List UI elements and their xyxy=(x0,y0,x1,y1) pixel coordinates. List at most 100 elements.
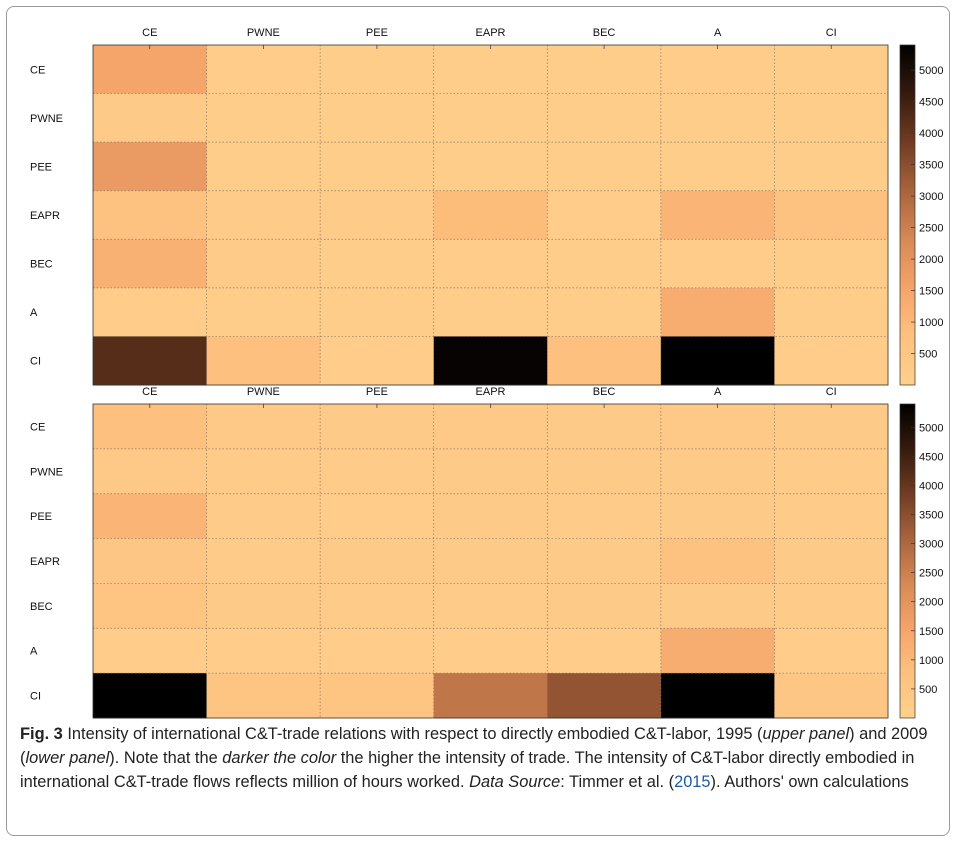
x-tick-label: PWNE xyxy=(247,27,280,39)
heatmap-cell-bec-ci xyxy=(774,583,889,629)
colorbar-tick-label: 500 xyxy=(919,684,937,696)
heatmap-cell-eapr-a xyxy=(660,190,775,240)
heatmap-cell-eapr-pee xyxy=(320,190,435,240)
x-tick-label: PEE xyxy=(366,27,388,39)
colorbar-tick-label: 1000 xyxy=(919,317,943,329)
heatmap-cell-bec-ce xyxy=(93,239,208,289)
heatmap-cell-eapr-ce xyxy=(93,190,208,240)
heatmap-cell-pwne-ci xyxy=(774,448,889,495)
heatmap-cell-a-bec xyxy=(547,628,662,674)
heatmap-cell-ci-ci xyxy=(774,673,889,719)
heatmap-cell-eapr-pwne xyxy=(206,538,321,584)
y-tick-label: CE xyxy=(30,64,45,76)
heatmap-cell-bec-ce xyxy=(93,583,208,629)
x-tick-label: CI xyxy=(826,386,837,398)
colorbar xyxy=(899,403,916,719)
x-tick-label: PEE xyxy=(366,386,388,398)
x-tick-label: A xyxy=(714,386,722,398)
heatmap-cell-ci-bec xyxy=(547,336,662,386)
heatmap-cell-pwne-eapr xyxy=(433,448,548,495)
heatmap-cell-eapr-bec xyxy=(547,190,662,240)
heatmap-cell-ce-pwne xyxy=(206,404,321,450)
y-tick-label: EAPR xyxy=(30,556,60,568)
heatmap-cell-ci-bec xyxy=(547,673,662,719)
colorbar-tick-label: 3000 xyxy=(919,191,943,203)
heatmap-cell-pee-pwne xyxy=(206,493,321,540)
x-tick-label: CI xyxy=(826,27,837,39)
heatmap-cell-ce-ci xyxy=(774,45,889,95)
heatmap-cell-eapr-ce xyxy=(93,538,208,584)
heatmap-cell-pwne-ce xyxy=(93,93,208,143)
colorbar-tick-label: 3500 xyxy=(919,509,943,521)
y-tick-label: EAPR xyxy=(30,210,60,222)
heatmap-cell-a-pwne xyxy=(206,287,321,337)
y-tick-label: PWNE xyxy=(30,113,63,125)
colorbar-tick-label: 4000 xyxy=(919,128,943,140)
heatmap-cell-ce-ce xyxy=(93,404,208,450)
x-tick-label: EAPR xyxy=(476,386,506,398)
caption-text-3: ). Note that the xyxy=(109,749,223,767)
heatmap-cell-ci-eapr xyxy=(433,673,548,719)
heatmap-cell-eapr-pee xyxy=(320,538,435,584)
heatmap-cell-pee-pee xyxy=(320,493,435,540)
colorbar-tick-label: 4500 xyxy=(919,97,943,109)
heatmap-cell-a-pee xyxy=(320,287,435,337)
heatmap-cell-pwne-ce xyxy=(93,448,208,495)
heatmap-cell-pee-ce xyxy=(93,142,208,192)
heatmap-cell-bec-pee xyxy=(320,583,435,629)
heatmap-cell-ci-eapr xyxy=(433,336,548,386)
heatmap-cell-ci-ce xyxy=(93,673,208,719)
heatmap-cell-pwne-pee xyxy=(320,448,435,495)
colorbar-tick-label: 500 xyxy=(919,349,937,361)
x-tick-label: A xyxy=(714,27,722,39)
colorbar-tick-label: 1000 xyxy=(919,655,943,667)
heatmap-cell-ce-eapr xyxy=(433,45,548,95)
colorbar-tick-label: 3000 xyxy=(919,539,943,551)
x-tick-label: BEC xyxy=(593,27,616,39)
heatmap-cell-a-ci xyxy=(774,628,889,674)
heatmap-cell-ce-eapr xyxy=(433,404,548,450)
heatmap-cell-ci-pwne xyxy=(206,673,321,719)
heatmap-cell-a-eapr xyxy=(433,628,548,674)
heatmap-cell-bec-pwne xyxy=(206,239,321,289)
heatmap-cell-a-pee xyxy=(320,628,435,674)
heatmap-cell-a-ce xyxy=(93,287,208,337)
heatmap-cell-pee-a xyxy=(660,493,775,540)
caption-italic-darker: darker the color xyxy=(222,749,337,767)
heatmap-cell-pee-bec xyxy=(547,142,662,192)
reference-link[interactable]: 2015 xyxy=(674,773,711,791)
colorbar-tick-label: 5000 xyxy=(919,65,943,77)
heatmap-cell-a-eapr xyxy=(433,287,548,337)
heatmap-cell-pwne-pwne xyxy=(206,93,321,143)
heatmap-cell-pee-ci xyxy=(774,493,889,540)
heatmap-cell-a-a xyxy=(660,628,775,674)
heatmap-cell-pee-a xyxy=(660,142,775,192)
caption-text-4: the higher the intensity of trade. The i… xyxy=(20,749,915,791)
y-tick-label: A xyxy=(30,307,38,319)
heatmap-cell-a-ce xyxy=(93,628,208,674)
heatmap-cell-bec-eapr xyxy=(433,239,548,289)
caption-italic-upper-panel: upper panel xyxy=(762,725,850,743)
colorbar xyxy=(899,44,916,386)
caption-text-1: Intensity of international C&T-trade rel… xyxy=(62,725,763,743)
heatmap-cell-eapr-eapr xyxy=(433,538,548,584)
heatmap-cell-a-ci xyxy=(774,287,889,337)
heatmap-cell-pwne-ci xyxy=(774,93,889,143)
colorbar-tick-label: 3500 xyxy=(919,160,943,172)
heatmap-cell-pee-eapr xyxy=(433,493,548,540)
colorbar-tick-label: 5000 xyxy=(919,422,943,434)
y-tick-label: A xyxy=(30,646,38,658)
heatmap-cell-ce-pwne xyxy=(206,45,321,95)
heatmap-cell-eapr-eapr xyxy=(433,190,548,240)
figure-label: Fig. 3 xyxy=(20,725,63,743)
figure-caption: Fig. 3 Intensity of international C&T-tr… xyxy=(20,722,940,794)
heatmap-cell-bec-bec xyxy=(547,239,662,289)
heatmap-cell-pee-ce xyxy=(93,493,208,540)
heatmap-cell-ci-pee xyxy=(320,336,435,386)
figure-frame xyxy=(6,6,950,836)
heatmap-cell-ce-pee xyxy=(320,45,435,95)
heatmap-cell-bec-a xyxy=(660,583,775,629)
heatmap-cell-pee-bec xyxy=(547,493,662,540)
caption-text-6: ). Authors' own calculations xyxy=(710,773,909,791)
heatmap-cell-pee-eapr xyxy=(433,142,548,192)
